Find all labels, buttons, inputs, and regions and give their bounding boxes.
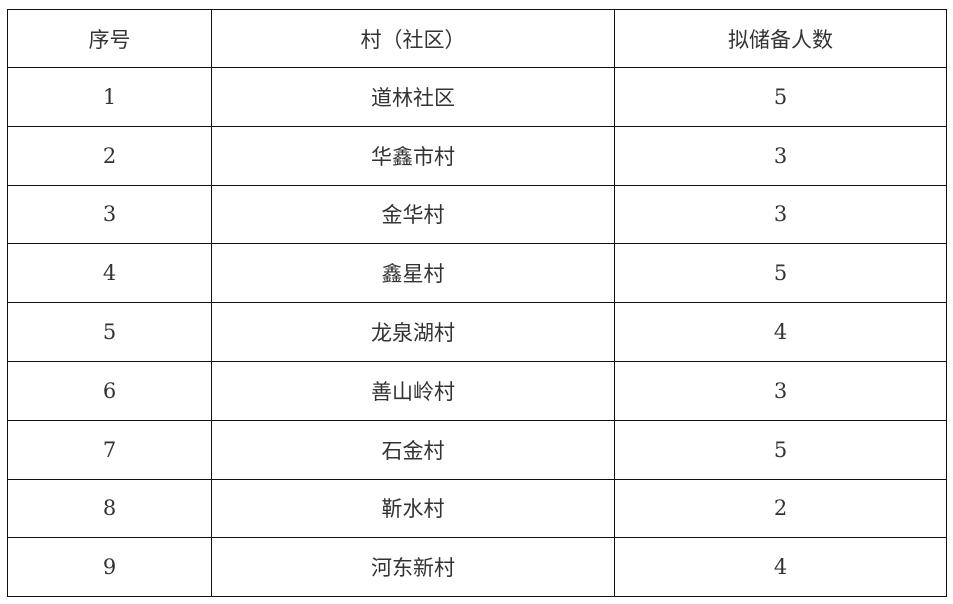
cell-index: 3 (7, 184, 212, 245)
cell-count: 5 (614, 67, 947, 127)
header-village: 村（社区） (211, 9, 615, 68)
table-row: 2 华鑫市村 3 (7, 125, 947, 186)
header-row: 序号 村（社区） 拟储备人数 (7, 9, 947, 68)
cell-count: 4 (614, 302, 947, 362)
table-row: 1 道林社区 5 (7, 67, 947, 127)
header-index: 序号 (7, 9, 212, 68)
table-row: 5 龙泉湖村 4 (7, 302, 947, 362)
cell-village: 道林社区 (211, 67, 615, 127)
table-row: 8 靳水村 2 (7, 478, 947, 539)
cell-index: 7 (7, 419, 212, 480)
cell-village: 靳水村 (211, 478, 615, 539)
table-row: 9 河东新村 4 (7, 537, 947, 598)
cell-village: 石金村 (211, 419, 615, 480)
table-row: 4 鑫星村 5 (7, 243, 947, 304)
cell-count: 5 (614, 419, 947, 480)
cell-count: 2 (614, 478, 947, 539)
cell-village: 善山岭村 (211, 360, 615, 421)
table-row: 7 石金村 5 (7, 419, 947, 480)
cell-count: 4 (614, 537, 947, 598)
cell-count: 3 (614, 125, 947, 186)
cell-index: 9 (7, 537, 212, 598)
cell-village: 金华村 (211, 184, 615, 245)
cell-village: 鑫星村 (211, 243, 615, 304)
cell-index: 5 (7, 302, 212, 362)
cell-count: 3 (614, 184, 947, 245)
reserve-table: 序号 村（社区） 拟储备人数 1 道林社区 5 2 华鑫市村 3 3 金华村 3 4 鑫星村 5 5 龙泉… (7, 9, 947, 598)
cell-village: 龙泉湖村 (211, 302, 615, 362)
cell-count: 3 (614, 360, 947, 421)
cell-index: 4 (7, 243, 212, 304)
table-row: 3 金华村 3 (7, 184, 947, 245)
header-count: 拟储备人数 (614, 9, 947, 68)
cell-index: 1 (7, 67, 212, 127)
table-row: 6 善山岭村 3 (7, 360, 947, 421)
cell-village: 华鑫市村 (211, 125, 615, 186)
cell-village: 河东新村 (211, 537, 615, 598)
cell-count: 5 (614, 243, 947, 304)
cell-index: 6 (7, 360, 212, 421)
cell-index: 8 (7, 478, 212, 539)
cell-index: 2 (7, 125, 212, 186)
